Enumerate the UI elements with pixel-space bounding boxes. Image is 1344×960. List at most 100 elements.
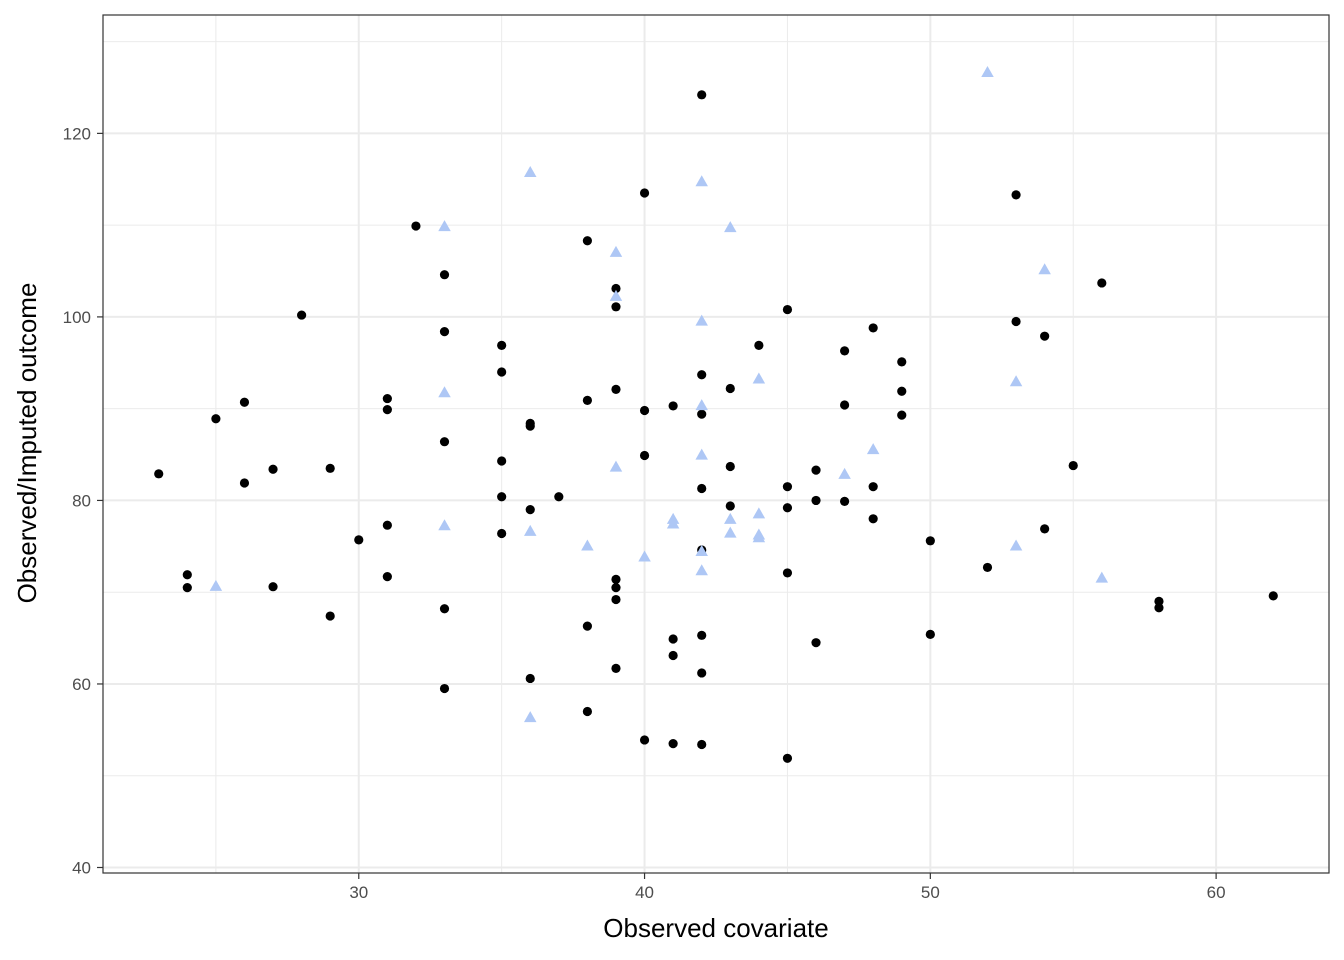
- y-tick-label: 100: [63, 308, 91, 327]
- observed-point: [697, 739, 707, 750]
- observed-point: [868, 482, 878, 492]
- imputed-point: [1038, 263, 1051, 275]
- observed-point: [382, 404, 392, 415]
- imputed-point: [724, 221, 737, 233]
- observed-point: [611, 302, 621, 312]
- observed-point: [297, 310, 307, 320]
- y-axis-title: Observed/Imputed outcome: [12, 283, 42, 604]
- observed-point: [325, 463, 335, 473]
- imputed-point: [523, 711, 537, 723]
- observed-point: [554, 492, 564, 502]
- imputed-point: [866, 443, 880, 455]
- imputed-point: [695, 175, 708, 187]
- observed-point: [782, 753, 793, 763]
- imputed-point: [981, 65, 994, 77]
- imputed-point: [752, 531, 766, 543]
- observed-point: [725, 461, 735, 472]
- observed-point: [497, 340, 507, 350]
- observed-point: [897, 410, 907, 420]
- imputed-point: [523, 166, 537, 178]
- observed-point: [868, 323, 878, 333]
- observed-point: [1154, 596, 1164, 606]
- observed-point: [840, 400, 850, 410]
- x-tick-label: 40: [635, 883, 654, 902]
- observed-point: [1011, 190, 1021, 200]
- observed-point: [811, 465, 821, 475]
- observed-point: [725, 383, 735, 394]
- x-tick-label: 60: [1207, 883, 1226, 902]
- observed-point: [382, 572, 392, 582]
- observed-point: [1268, 591, 1278, 601]
- imputed-point: [438, 519, 451, 531]
- observed-point: [411, 221, 421, 231]
- imputed-point: [438, 220, 451, 232]
- observed-point: [782, 482, 793, 492]
- observed-point: [582, 706, 592, 717]
- observed-point: [639, 188, 650, 198]
- observed-point: [1011, 316, 1021, 327]
- imputed-point: [609, 460, 623, 472]
- observed-point: [725, 501, 735, 511]
- observed-point: [497, 528, 507, 539]
- imputed-point: [695, 448, 708, 460]
- observed-point: [639, 450, 650, 461]
- imputed-point: [838, 467, 851, 479]
- observed-point: [239, 478, 250, 488]
- observed-point: [182, 583, 192, 593]
- imputed-point: [438, 386, 451, 398]
- observed-point: [497, 367, 507, 377]
- observed-point: [897, 357, 907, 367]
- observed-point: [154, 469, 164, 479]
- observed-point: [611, 594, 621, 605]
- imputed-point: [1095, 571, 1109, 583]
- imputed-point: [695, 314, 708, 326]
- imputed-point: [581, 539, 594, 551]
- observed-point: [268, 464, 278, 474]
- observed-point: [668, 634, 678, 644]
- observed-point: [668, 739, 678, 749]
- observed-point: [754, 340, 764, 350]
- observed-point: [982, 562, 993, 573]
- observed-point: [1068, 460, 1078, 471]
- observed-point: [611, 384, 621, 394]
- imputed-point: [523, 524, 537, 536]
- y-tick-label: 40: [72, 858, 91, 877]
- observed-point: [1097, 278, 1107, 288]
- x-tick-label: 50: [921, 883, 940, 902]
- observed-point: [668, 401, 678, 411]
- observed-point: [582, 236, 592, 246]
- observed-point: [525, 421, 535, 431]
- imputed-point: [638, 550, 651, 562]
- observed-point: [497, 456, 507, 466]
- observed-point: [639, 735, 650, 745]
- observed-point: [782, 503, 793, 513]
- observed-point: [668, 650, 678, 661]
- observed-point: [697, 668, 707, 678]
- observed-point: [439, 270, 450, 280]
- observed-point: [697, 483, 707, 494]
- imputed-point: [695, 564, 708, 576]
- panel-border: [102, 14, 1330, 874]
- imputed-point: [695, 545, 708, 557]
- imputed-point: [695, 399, 708, 411]
- y-tick-label: 120: [63, 124, 91, 143]
- observed-point: [325, 611, 335, 621]
- imputed-point: [609, 289, 623, 301]
- observed-point: [211, 414, 221, 424]
- observed-point: [925, 629, 935, 640]
- observed-point: [354, 535, 364, 545]
- observed-point: [782, 304, 793, 315]
- observed-point: [697, 370, 707, 380]
- observed-point: [439, 326, 450, 337]
- imputed-point: [209, 579, 223, 591]
- x-tick-label: 30: [349, 883, 368, 902]
- observed-point: [611, 283, 621, 294]
- observed-point: [611, 574, 621, 584]
- x-axis-title: Observed covariate: [603, 913, 828, 943]
- imputed-point: [1009, 539, 1023, 551]
- observed-point: [525, 673, 535, 684]
- observed-point: [897, 386, 907, 396]
- observed-point: [639, 405, 650, 416]
